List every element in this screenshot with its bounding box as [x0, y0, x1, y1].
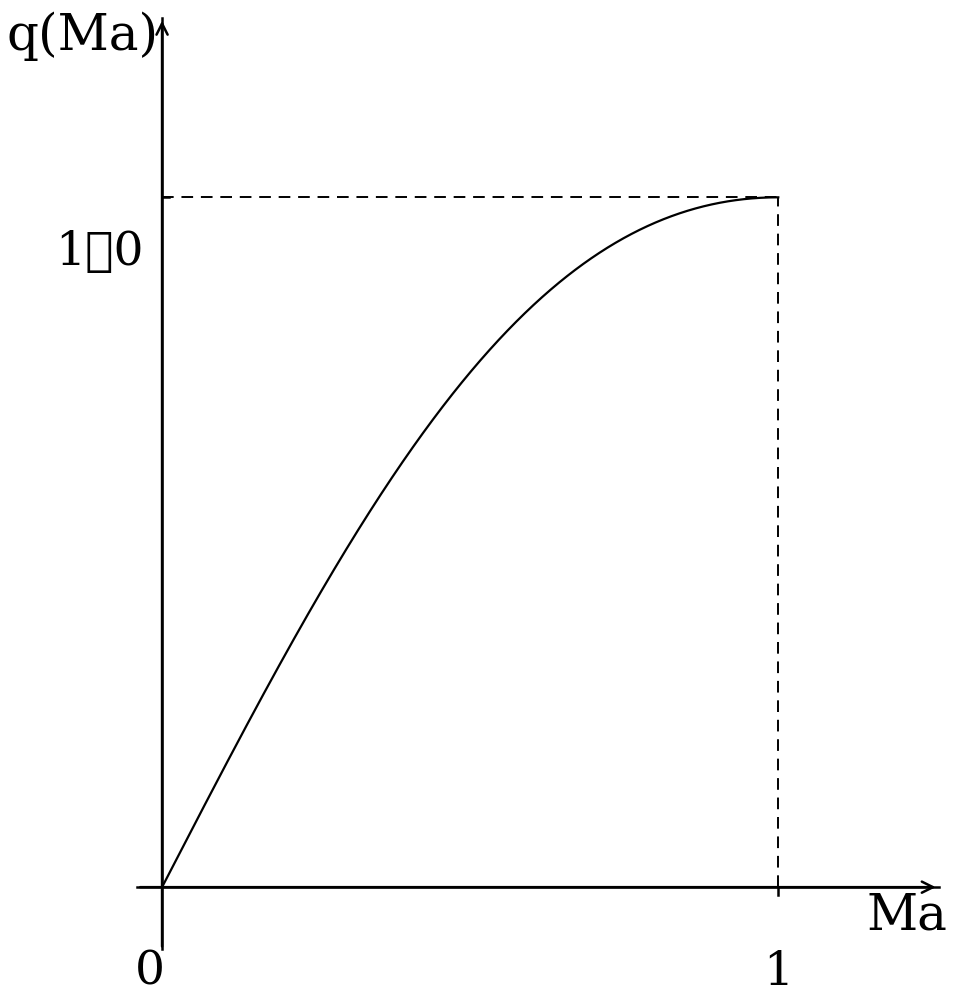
Text: 0: 0	[135, 949, 164, 995]
Text: 1: 1	[763, 949, 794, 995]
Text: Ma: Ma	[867, 891, 947, 940]
Text: 1．0: 1．0	[55, 230, 143, 275]
Text: q(Ma): q(Ma)	[7, 11, 159, 61]
